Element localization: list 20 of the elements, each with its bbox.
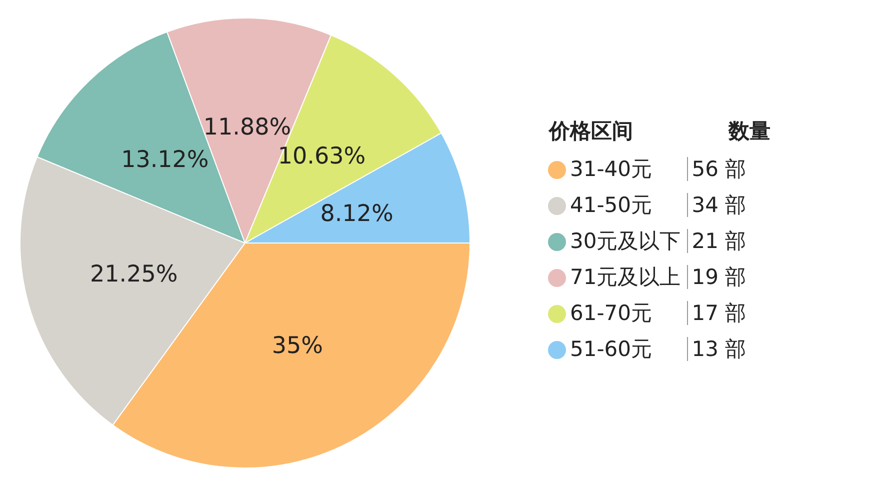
- text: 13 部: [686, 337, 746, 361]
- text: 34 部: [686, 193, 746, 217]
- legend-label: 41-50元: [569, 192, 654, 219]
- legend-label: 30元及以下: [569, 228, 681, 255]
- data-label: 13.12%: [121, 146, 209, 173]
- text: 数量: [727, 118, 772, 145]
- legend-label: 51-60元: [569, 336, 654, 363]
- legend-label: 71元及以上: [569, 264, 681, 291]
- data-label: 21.25%: [90, 261, 178, 288]
- data-label: 8.12%: [320, 200, 394, 227]
- text: 21 部: [686, 229, 746, 253]
- legend-title: 价格区间: [548, 118, 634, 145]
- legend-label: 61-70元: [569, 300, 654, 327]
- text: 17 部: [686, 301, 746, 325]
- data-label: 10.63%: [278, 144, 366, 170]
- text: 56 部: [686, 157, 746, 181]
- text: 19 部: [686, 265, 746, 289]
- legend-label: 31-40元: [569, 156, 654, 183]
- data-label: 35%: [272, 332, 323, 359]
- data-label: 11.88%: [203, 114, 292, 141]
